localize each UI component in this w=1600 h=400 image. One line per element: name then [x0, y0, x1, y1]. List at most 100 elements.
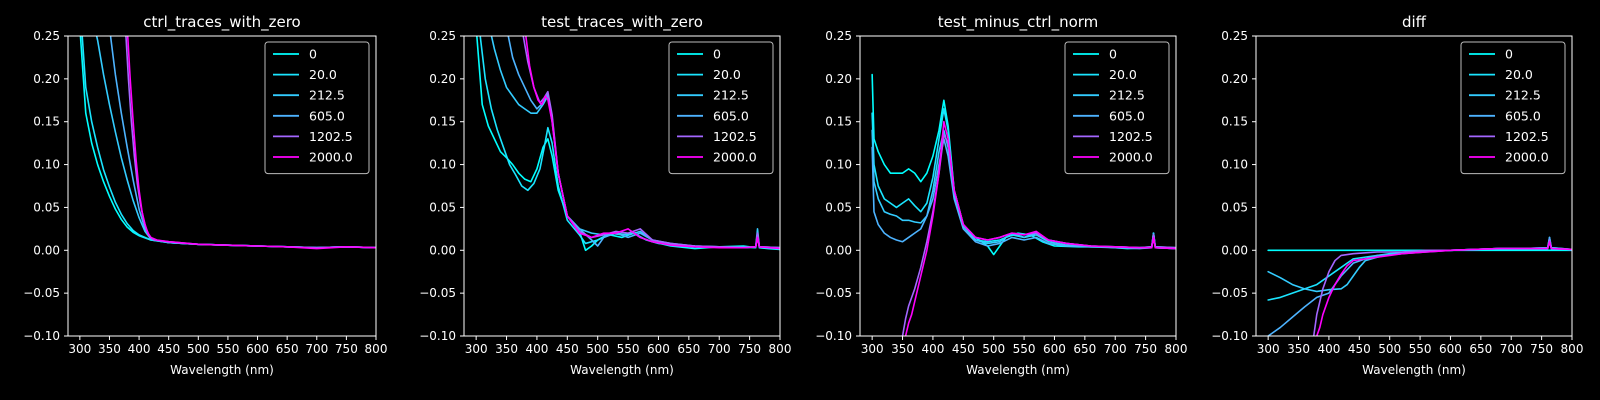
x-tick-label: 550: [1409, 342, 1432, 356]
legend-label: 605.0: [1505, 108, 1541, 123]
series-line-605.0: [871, 138, 1176, 250]
x-tick-label: 600: [1439, 342, 1462, 356]
y-tick-label: 0.20: [429, 72, 456, 86]
chart-panel-1: ctrl_traces_with_zero 300 350 400 450 500 550 6…: [23, 13, 387, 377]
x-tick-label: 750: [335, 342, 358, 356]
y-tick-label: 0.05: [33, 200, 60, 214]
axes-frame: [463, 35, 781, 337]
x-tick-label: 750: [738, 342, 761, 356]
legend-label: 0: [309, 47, 317, 62]
x-tick-label: 750: [1530, 342, 1553, 356]
series-group: [476, 36, 780, 252]
x-tick-label: 700: [1500, 342, 1523, 356]
axes-frame: [1255, 35, 1573, 337]
x-tick-label: 300: [68, 342, 91, 356]
x-tick-label: 600: [647, 342, 670, 356]
axes-frame: [859, 35, 1177, 337]
legend: 0 20.0 212.5 605.0 1202.5 2000.0: [1064, 41, 1170, 175]
legend-label: 0: [713, 47, 721, 62]
y-tick-label: −0.05: [815, 286, 852, 300]
chart-title: test_minus_ctrl_norm: [938, 13, 1099, 32]
chart-title: ctrl_traces_with_zero: [143, 13, 300, 32]
legend-label: 1202.5: [1505, 129, 1549, 144]
x-tick-label: 450: [157, 342, 180, 356]
x-tick-label: 600: [246, 342, 269, 356]
x-tick-label: 400: [525, 342, 548, 356]
x-tick-label: 400: [921, 342, 944, 356]
y-tick-label: 0.00: [429, 243, 456, 257]
series-line-2000.0: [1315, 240, 1572, 336]
legend-label: 20.0: [1505, 67, 1533, 82]
series-line-2000.0: [525, 36, 780, 250]
y-tick-label: 0.10: [825, 158, 852, 172]
legend-label: 212.5: [309, 88, 345, 103]
series-group: [79, 36, 376, 250]
x-tick-label: 400: [128, 342, 151, 356]
legend-label: 2000.0: [1109, 150, 1153, 165]
x-tick-label: 450: [1348, 342, 1371, 356]
x-tick-label: 400: [1317, 342, 1340, 356]
legend-label: 0: [1505, 47, 1513, 62]
y-tick-label: 0.15: [1221, 115, 1248, 129]
x-tick-label: 600: [1043, 342, 1066, 356]
y-tick-label: 0.05: [429, 200, 456, 214]
y-tick-label: 0.05: [1221, 200, 1248, 214]
series-line-2000.0: [126, 36, 376, 250]
y-tick-label: 0.05: [825, 200, 852, 214]
chart-panel-2: test_traces_with_zero 300 350 400 450 500 550 6…: [419, 13, 791, 377]
y-tick-label: 0.00: [33, 243, 60, 257]
chart-panel-4: diff 300 350 400 450 500 550 600 650 700 750 800 −0.…: [1211, 13, 1583, 377]
x-tick-label: 550: [216, 342, 239, 356]
x-tick-label: 650: [1073, 342, 1096, 356]
legend: 0 20.0 212.5 605.0 1202.5 2000.0: [264, 41, 370, 175]
legend: 0 20.0 212.5 605.0 1202.5 2000.0: [1460, 41, 1566, 175]
y-tick-label: 0.20: [1221, 72, 1248, 86]
legend-label: 605.0: [713, 108, 749, 123]
y-tick-label: 0.00: [1221, 243, 1248, 257]
x-tick-label: 550: [1013, 342, 1036, 356]
series-group: [1267, 236, 1572, 336]
series-line-212.5: [1267, 236, 1572, 293]
x-tick-label: 700: [708, 342, 731, 356]
y-tick-label: −0.10: [419, 329, 456, 343]
y-tick-label: 0.20: [825, 72, 852, 86]
x-tick-label: 650: [677, 342, 700, 356]
x-axis-label: Wavelength (nm): [170, 363, 274, 377]
axes-frame: [67, 35, 377, 337]
y-tick-label: −0.05: [23, 286, 60, 300]
legend-label: 212.5: [713, 88, 749, 103]
x-tick-label: 800: [1561, 342, 1584, 356]
legend-label: 2000.0: [309, 150, 353, 165]
y-tick-label: 0.10: [429, 158, 456, 172]
x-tick-label: 500: [1378, 342, 1401, 356]
legend-label: 212.5: [1109, 88, 1145, 103]
x-tick-label: 550: [617, 342, 640, 356]
legend-label: 2000.0: [713, 150, 757, 165]
legend-label: 0: [1109, 47, 1117, 62]
x-tick-label: 500: [982, 342, 1005, 356]
x-tick-label: 450: [952, 342, 975, 356]
legend: 0 20.0 212.5 605.0 1202.5 2000.0: [668, 41, 774, 175]
y-tick-label: −0.10: [815, 329, 852, 343]
y-tick-label: 0.10: [1221, 158, 1248, 172]
x-tick-label: 650: [1469, 342, 1492, 356]
x-tick-label: 700: [305, 342, 328, 356]
x-tick-label: 300: [465, 342, 488, 356]
chart-title: diff: [1402, 13, 1427, 31]
y-tick-label: 0.15: [825, 115, 852, 129]
y-tick-label: −0.05: [419, 286, 456, 300]
legend-label: 2000.0: [1505, 150, 1549, 165]
legend-label: 1202.5: [309, 129, 353, 144]
x-tick-label: 700: [1104, 342, 1127, 356]
y-tick-label: 0.25: [429, 29, 456, 43]
y-tick-label: 0.20: [33, 72, 60, 86]
y-tick-label: 0.25: [1221, 29, 1248, 43]
y-tick-label: 0.15: [33, 115, 60, 129]
x-tick-label: 750: [1134, 342, 1157, 356]
legend-label: 20.0: [1109, 67, 1137, 82]
legend-label: 1202.5: [713, 129, 757, 144]
legend-label: 20.0: [713, 67, 741, 82]
x-tick-label: 500: [586, 342, 609, 356]
series-line-2000.0: [904, 120, 1176, 336]
y-tick-label: 0.00: [825, 243, 852, 257]
